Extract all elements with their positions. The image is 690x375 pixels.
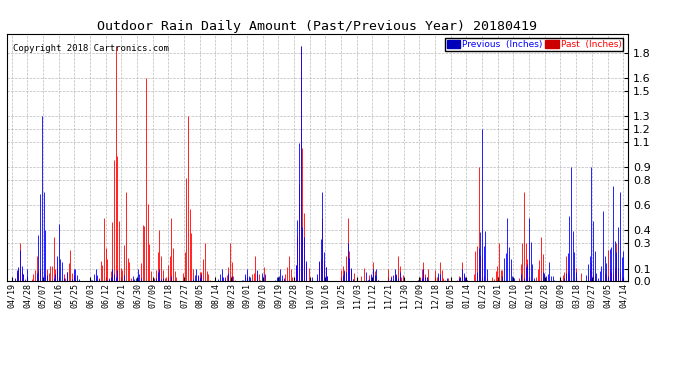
Legend: Previous  (Inches), Past  (Inches): Previous (Inches), Past (Inches) xyxy=(445,38,623,51)
Text: Copyright 2018 Cartronics.com: Copyright 2018 Cartronics.com xyxy=(13,44,169,52)
Title: Outdoor Rain Daily Amount (Past/Previous Year) 20180419: Outdoor Rain Daily Amount (Past/Previous… xyxy=(97,20,538,33)
